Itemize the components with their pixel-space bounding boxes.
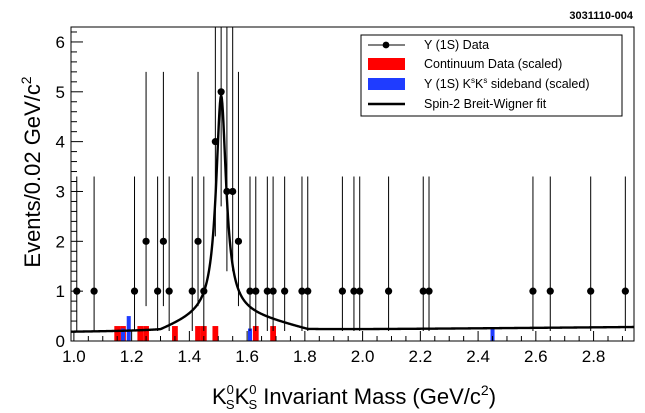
x-title-k2: K — [235, 384, 250, 409]
x-tick-label-0: 1.0 — [62, 347, 86, 366]
sideband-bar-2 — [247, 328, 253, 341]
y-axis-title-main: Events/0.02 GeV/c — [20, 84, 45, 267]
data-point-8 — [194, 237, 202, 245]
data-point-2 — [130, 287, 139, 295]
x-title-sup3: 2 — [481, 382, 489, 398]
x-title-sub2: S — [248, 397, 257, 412]
x-tick-label-9: 2.8 — [582, 347, 606, 366]
x-title-sup2: 0 — [249, 382, 256, 397]
data-point-24 — [356, 287, 364, 295]
continuum-bar-4 — [172, 326, 178, 341]
continuum-bar-7 — [212, 326, 219, 341]
sideband-bar-3 — [490, 328, 495, 341]
legend-box — [360, 34, 623, 117]
legend-sideband-label: Υ (1S) KsKs sideband (scaled) — [424, 76, 590, 91]
data-point-1 — [90, 287, 98, 295]
legend-sideband-swatch — [368, 78, 405, 90]
y-tick-label-2: 2 — [56, 232, 65, 251]
x-tick-label-6: 2.2 — [409, 347, 433, 366]
data-point-25 — [384, 287, 393, 295]
data-point-17 — [263, 287, 271, 295]
x-tick-label-8: 2.6 — [524, 347, 548, 366]
x-tick-label-2: 1.4 — [178, 347, 202, 366]
legend-fit-label: Spin-2 Breit-Wigner fit — [424, 97, 547, 111]
data-point-19 — [281, 287, 289, 295]
data-point-21 — [304, 287, 312, 295]
figure-id-label: 3031110-004 — [569, 10, 634, 22]
plot-area: 1.0 1.2 1.4 1.6 1.8 2.0 2.2 2.4 2.6 2.8 0 1 2 3 4 5 6 — [56, 26, 635, 366]
data-point-28 — [529, 287, 537, 295]
data-point-31 — [621, 287, 629, 295]
legend-continuum-label: Continuum Data (scaled) — [424, 57, 562, 71]
continuum-bar-0 — [114, 326, 121, 341]
data-point-22 — [338, 287, 346, 295]
data-point-4 — [154, 287, 162, 295]
y-tick-label-5: 5 — [56, 83, 65, 102]
y-tick-label-4: 4 — [56, 133, 65, 152]
data-point-13 — [229, 187, 237, 196]
y-tick-label-3: 3 — [56, 182, 65, 201]
x-title-rest: Invariant Mass (GeV/c — [257, 384, 481, 409]
plot-frame — [70, 26, 635, 342]
y-axis-title-sup: 2 — [18, 76, 34, 84]
x-tick-label-3: 1.6 — [235, 347, 259, 366]
continuum-bar-9 — [270, 326, 276, 341]
sideband-bar-1 — [126, 316, 131, 341]
y-tick-label-0: 0 — [56, 332, 65, 351]
legend-data-marker — [382, 41, 390, 49]
continuum-bar-5 — [195, 326, 201, 341]
x-tick-label-7: 2.4 — [466, 347, 490, 366]
y-tick-label-1: 1 — [56, 282, 65, 301]
continuum-bar-2 — [137, 326, 144, 341]
fit-curve — [70, 90, 634, 333]
legend-data-label: Υ (1S) Data — [424, 38, 489, 52]
continuum-bar-8 — [252, 326, 259, 341]
data-point-20 — [298, 287, 306, 295]
y-axis-title: Events/0.02 GeV/c2 — [18, 76, 45, 267]
data-point-5 — [159, 237, 167, 245]
data-point-18 — [269, 287, 277, 295]
legend: Υ (1S) Data Continuum Data (scaled) Υ (1… — [360, 34, 623, 117]
data-point-7 — [188, 287, 196, 295]
continuum-bar-6 — [200, 326, 207, 341]
x-tick-label-4: 1.8 — [293, 347, 317, 366]
data-point-26 — [419, 287, 427, 295]
svg-text:Events/0.02 GeV/c2: Events/0.02 GeV/c2 — [18, 76, 45, 267]
data-point-30 — [587, 287, 595, 295]
data-point-14 — [234, 237, 243, 245]
legend-continuum-swatch — [368, 58, 405, 70]
x-title-sup1: 0 — [227, 382, 234, 397]
x-title-sub1: S — [226, 397, 235, 412]
x-axis-title: K0 SK0 S Invariant Mass (GeV/c2) — [212, 382, 496, 412]
x-tick-label-1: 1.2 — [120, 347, 144, 366]
x-title-end: ) — [489, 384, 496, 409]
data-point-3 — [142, 237, 150, 245]
data-point-6 — [165, 287, 173, 295]
data-point-27 — [425, 287, 433, 295]
data-point-23 — [350, 287, 358, 295]
x-tick-label-5: 2.0 — [351, 347, 375, 366]
y-tick-label-6: 6 — [56, 33, 65, 52]
data-point-16 — [252, 287, 260, 295]
continuum-bar-3 — [143, 326, 149, 341]
sideband-bar-0 — [120, 328, 125, 341]
data-point-15 — [246, 287, 254, 295]
data-point-29 — [546, 287, 554, 295]
x-title-k1: K — [212, 384, 227, 409]
